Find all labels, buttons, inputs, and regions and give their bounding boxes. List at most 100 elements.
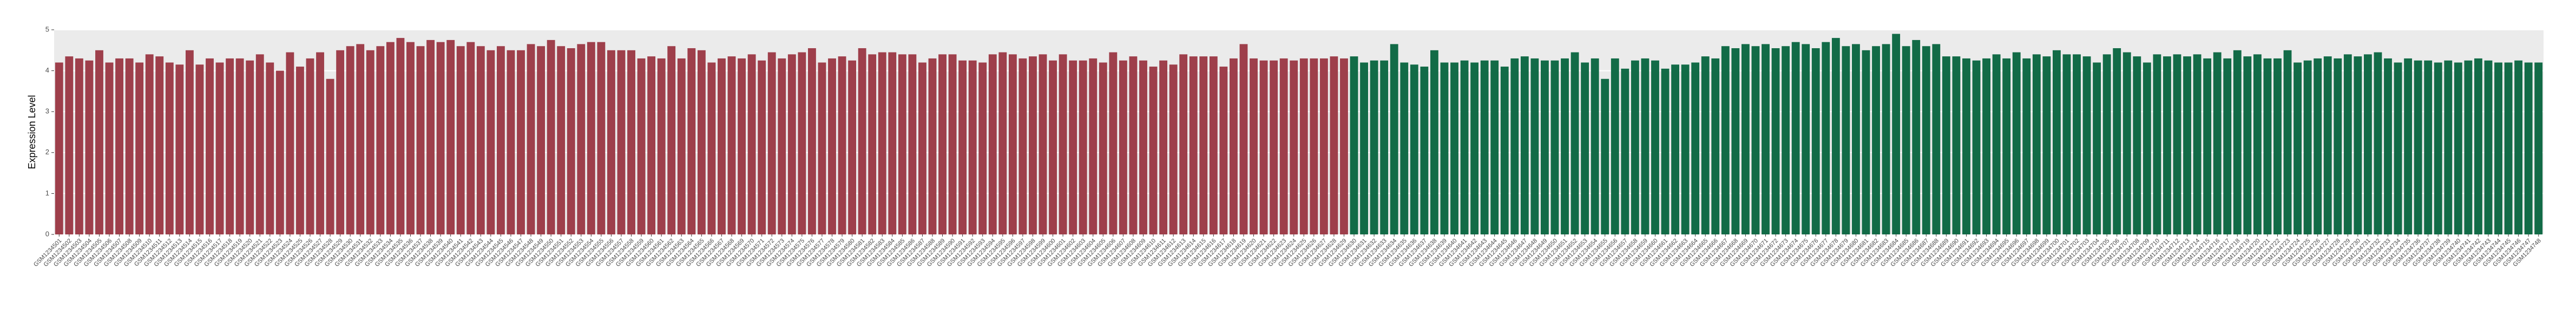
bar — [1942, 56, 1950, 234]
bar — [1872, 46, 1880, 235]
bar — [275, 70, 284, 234]
bar — [226, 58, 234, 235]
bar — [1922, 46, 1930, 235]
bar — [1290, 60, 1298, 234]
bar — [426, 40, 435, 235]
bar — [758, 60, 766, 234]
bar — [2283, 50, 2292, 235]
bar — [2203, 58, 2212, 235]
bar — [476, 46, 485, 235]
bar — [507, 50, 515, 235]
bar — [2183, 56, 2191, 234]
bar — [988, 54, 997, 235]
bar — [255, 54, 264, 235]
y-tick-label: 0 — [45, 230, 49, 238]
bar — [1601, 78, 1609, 234]
bar — [2022, 58, 2031, 235]
bar — [1029, 56, 1037, 234]
bar — [888, 52, 897, 234]
bar — [2434, 62, 2442, 234]
bar — [938, 54, 947, 235]
bar — [1530, 58, 1539, 235]
bar — [1691, 62, 1700, 234]
bar — [838, 56, 846, 234]
bar — [2454, 62, 2462, 234]
bar — [1390, 44, 1398, 235]
bar — [2494, 62, 2502, 234]
bar — [1741, 44, 1750, 235]
bar — [2464, 60, 2473, 234]
bar — [2193, 54, 2202, 235]
bar — [1982, 58, 1990, 235]
bar — [1018, 58, 1027, 235]
bar — [1952, 56, 1961, 234]
bar — [1791, 42, 1800, 235]
bar — [2334, 58, 2342, 235]
bar — [1711, 58, 1720, 235]
bar — [517, 50, 525, 235]
bar — [1069, 60, 1077, 234]
bar — [1561, 58, 1569, 235]
bar — [1771, 48, 1780, 235]
bar — [928, 58, 937, 235]
bar — [607, 50, 615, 235]
bar — [908, 54, 917, 235]
bar — [2223, 58, 2232, 235]
y-tick-label: 4 — [45, 66, 49, 74]
bar — [1410, 64, 1418, 234]
bar — [1460, 60, 1469, 234]
bar — [778, 58, 786, 235]
bar — [386, 42, 395, 235]
bar — [878, 52, 886, 234]
bar — [627, 50, 635, 235]
bar — [2113, 48, 2121, 235]
bar — [346, 46, 354, 235]
bar — [2504, 62, 2513, 234]
bar — [657, 58, 666, 235]
bar — [1169, 64, 1178, 234]
bar — [1199, 56, 1208, 234]
bar — [1811, 48, 1820, 235]
bar — [55, 62, 63, 234]
bar — [2323, 56, 2332, 234]
bar — [496, 46, 505, 235]
bar — [978, 62, 987, 234]
bar — [1310, 58, 1318, 235]
bar — [1802, 44, 1810, 235]
bar — [1490, 60, 1499, 234]
bar — [125, 58, 134, 235]
bar — [1039, 54, 1047, 235]
y-axis-label: Expression Level — [27, 95, 37, 169]
bar — [697, 50, 706, 235]
bar — [1661, 68, 1670, 234]
bar — [296, 67, 304, 234]
bar — [958, 60, 967, 234]
bar — [1822, 42, 1830, 235]
bar — [1049, 60, 1057, 234]
bar — [2414, 60, 2422, 234]
bar — [727, 56, 736, 234]
bar — [2424, 60, 2433, 234]
bar — [286, 52, 294, 234]
bar — [396, 38, 405, 235]
bar — [1250, 58, 1258, 235]
bar — [2073, 54, 2081, 235]
bar — [1008, 54, 1017, 235]
bar — [1932, 44, 1941, 235]
bar — [1902, 46, 1910, 235]
bar — [1541, 60, 1549, 234]
bar — [2163, 56, 2171, 234]
bar — [2082, 56, 2091, 234]
bar — [2093, 62, 2101, 234]
bar — [2534, 62, 2543, 234]
bar — [1621, 68, 1629, 234]
bar — [266, 62, 274, 234]
bar — [1611, 58, 1619, 235]
bar — [306, 58, 314, 235]
bar — [2354, 56, 2362, 234]
bar — [1520, 56, 1529, 234]
bar — [2474, 58, 2482, 235]
bar — [356, 44, 365, 235]
bar — [2153, 54, 2161, 235]
